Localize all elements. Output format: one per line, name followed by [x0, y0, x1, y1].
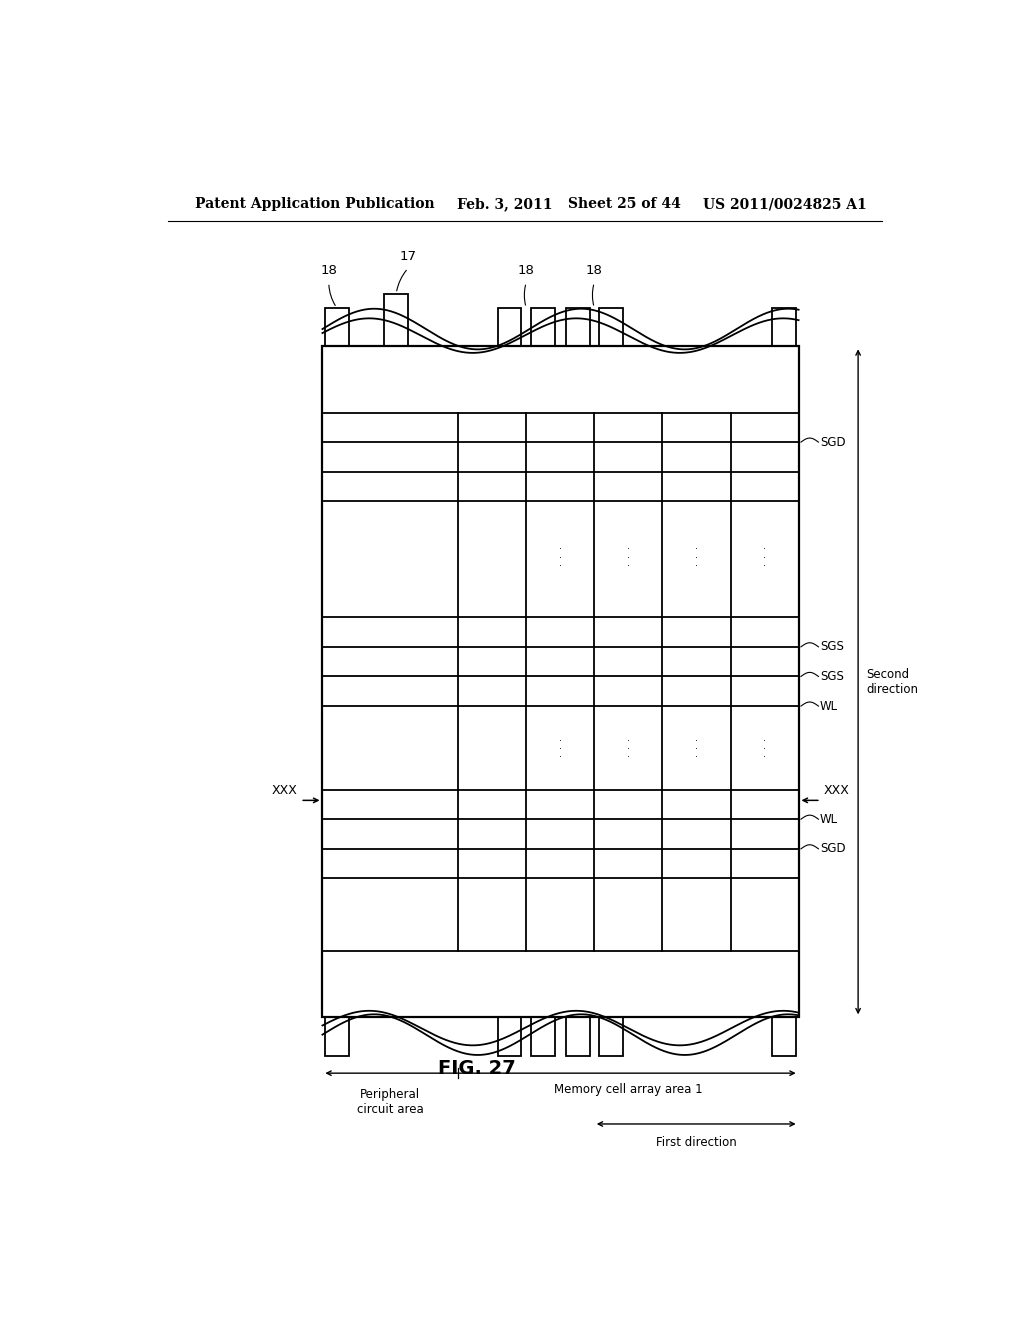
- Text: First direction: First direction: [655, 1137, 736, 1150]
- Text: ·
·
·: · · ·: [763, 545, 766, 572]
- Text: Second
direction: Second direction: [866, 668, 919, 696]
- Bar: [599, 1018, 623, 1056]
- Text: ·
·
·: · · ·: [627, 735, 630, 763]
- Text: ·
·
·: · · ·: [695, 735, 698, 763]
- Bar: [599, 308, 623, 346]
- Text: SGD: SGD: [820, 436, 846, 449]
- Bar: [384, 293, 409, 346]
- Text: 18: 18: [518, 264, 535, 277]
- Bar: [565, 308, 590, 346]
- Bar: [323, 346, 799, 1018]
- Text: SGS: SGS: [820, 640, 844, 653]
- Text: WL: WL: [820, 813, 839, 826]
- Text: Feb. 3, 2011: Feb. 3, 2011: [458, 197, 553, 211]
- Bar: [498, 1018, 521, 1056]
- Bar: [772, 308, 797, 346]
- Text: ·
·
·: · · ·: [695, 545, 698, 572]
- Bar: [565, 1018, 590, 1056]
- Text: ·
·
·: · · ·: [559, 545, 562, 572]
- Text: Peripheral
circuit area: Peripheral circuit area: [357, 1089, 424, 1117]
- Bar: [325, 308, 348, 346]
- Bar: [531, 1018, 555, 1056]
- Bar: [498, 308, 521, 346]
- Text: FIG. 27: FIG. 27: [438, 1059, 516, 1077]
- Text: ·
·
·: · · ·: [627, 545, 630, 572]
- Text: Sheet 25 of 44: Sheet 25 of 44: [568, 197, 681, 211]
- Text: Memory cell array area 1: Memory cell array area 1: [554, 1084, 702, 1097]
- Bar: [531, 308, 555, 346]
- Text: ·
·
·: · · ·: [763, 735, 766, 763]
- Text: XXX: XXX: [271, 784, 297, 797]
- Text: 18: 18: [321, 264, 337, 277]
- Text: Patent Application Publication: Patent Application Publication: [196, 197, 435, 211]
- Text: XXX: XXX: [824, 784, 850, 797]
- Bar: [325, 1018, 348, 1056]
- Text: 18: 18: [586, 264, 603, 277]
- Text: ·
·
·: · · ·: [559, 735, 562, 763]
- Text: 17: 17: [399, 249, 417, 263]
- Text: WL: WL: [820, 700, 839, 713]
- Text: US 2011/0024825 A1: US 2011/0024825 A1: [703, 197, 867, 211]
- Text: SGD: SGD: [820, 842, 846, 855]
- Text: SGS: SGS: [820, 671, 844, 682]
- Bar: [772, 1018, 797, 1056]
